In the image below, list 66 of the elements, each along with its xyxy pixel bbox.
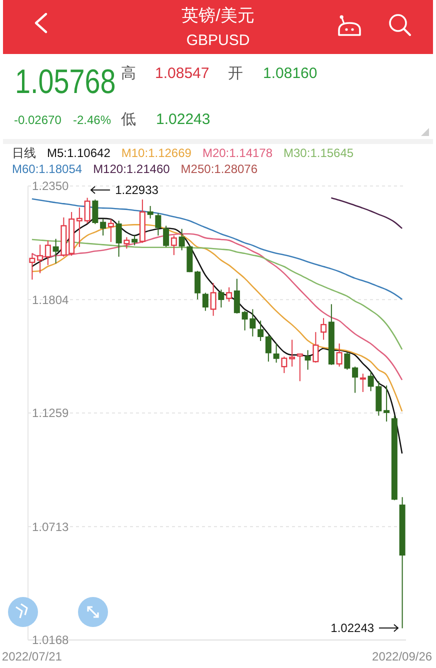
text: -0.02670 <box>14 113 62 127</box>
text: 1.08160 <box>263 65 318 82</box>
candlestick <box>218 289 224 308</box>
candlestick <box>132 235 138 246</box>
annotation: 1.22933 <box>115 182 158 197</box>
candlestick <box>202 292 208 312</box>
candlestick <box>258 320 264 342</box>
candlestick <box>155 212 162 236</box>
text: 高 <box>121 65 136 82</box>
candlestick <box>352 366 358 394</box>
candlestick <box>360 373 366 392</box>
y-tick-label: 1.0168 <box>32 633 70 648</box>
candlestick <box>289 339 296 368</box>
x-tick-label: 2022/07/21 <box>2 650 62 664</box>
candlestick <box>273 343 280 364</box>
text: M60:1.18054 <box>12 161 82 177</box>
candlestick <box>108 218 114 242</box>
candlestick <box>84 197 90 224</box>
candlestick <box>194 270 201 300</box>
text: M10:1.12669 <box>121 145 192 161</box>
y-tick-label: 1.1259 <box>32 406 70 420</box>
y-tick-label: 1.2350 <box>32 179 70 194</box>
text: 1.02243 <box>156 111 210 128</box>
candlestick <box>210 282 216 316</box>
candlestick <box>226 286 232 302</box>
text: 低 <box>121 111 136 128</box>
candlestick <box>336 343 342 368</box>
text: M120:1.21460 <box>93 161 170 177</box>
y-tick-label: 1.1804 <box>32 292 70 307</box>
candlestick <box>163 225 170 248</box>
annotation: 1.02243 <box>330 621 374 636</box>
candlestick <box>344 351 350 370</box>
candlestick <box>52 238 59 264</box>
chart-title: 英镑/美元 <box>182 6 254 25</box>
candlestick <box>234 278 240 314</box>
y-tick-label: 1.0713 <box>32 520 70 534</box>
chart-subtitle: GBPUSD <box>186 32 250 49</box>
candlestick <box>29 252 36 280</box>
x-tick-label: 2022/09/26 <box>372 650 432 664</box>
candlestick <box>44 240 51 266</box>
text: 开 <box>228 65 243 82</box>
text: 1.08547 <box>155 65 210 82</box>
line-series <box>330 197 403 230</box>
candlestick <box>384 385 390 422</box>
candlestick <box>170 235 177 256</box>
candlestick <box>265 334 272 362</box>
candlestick <box>147 205 154 219</box>
candlestick <box>124 236 130 250</box>
legend-label: M250:1.28076 <box>180 161 258 177</box>
text: M20:1.14178 <box>202 145 273 161</box>
candlestick <box>100 218 106 236</box>
candlestick <box>178 228 185 251</box>
text: M30:1.15645 <box>284 145 354 161</box>
candlestick <box>296 352 303 382</box>
candlestick <box>312 332 319 364</box>
candlestick <box>304 350 311 370</box>
text: M5:1.10642 <box>47 145 110 161</box>
legend-title: 日线 <box>12 145 36 161</box>
text: 1.05768 <box>15 63 116 101</box>
candlestick <box>320 318 327 340</box>
candlestick <box>92 199 98 225</box>
candlestick <box>76 207 82 248</box>
candlestick <box>116 220 122 258</box>
candlestick <box>37 244 44 274</box>
text: -2.46% <box>73 113 112 127</box>
candlestick <box>281 356 288 374</box>
